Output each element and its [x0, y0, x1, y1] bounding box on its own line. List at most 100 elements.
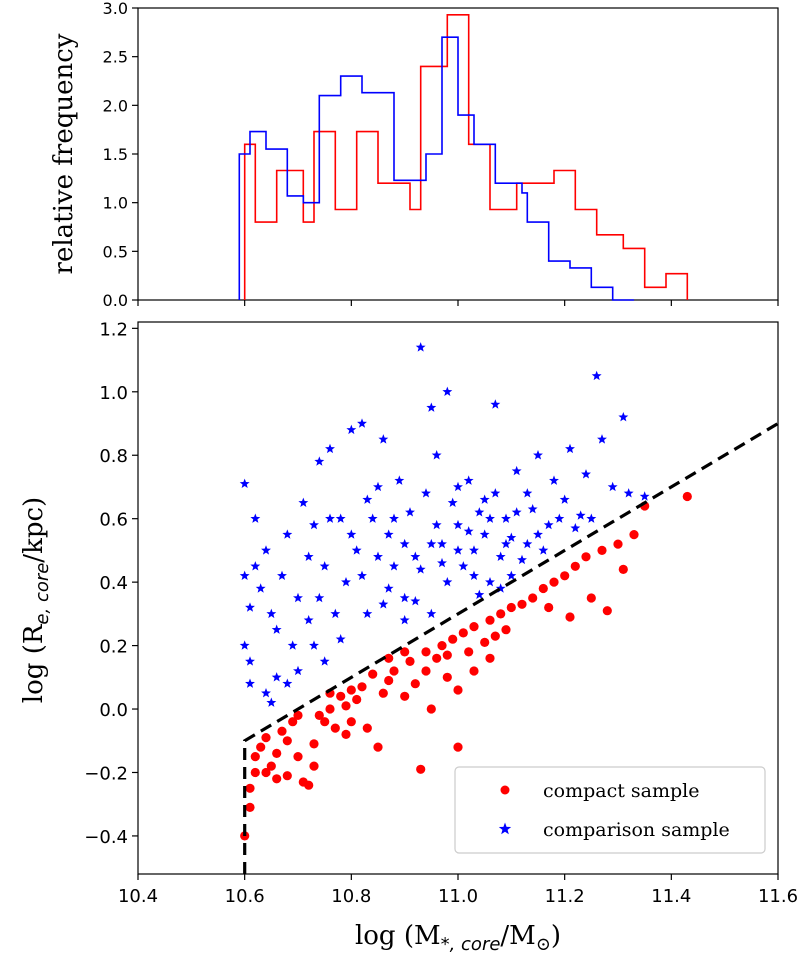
comparison-star — [245, 656, 255, 666]
comparison-star — [511, 465, 522, 476]
compact-point — [544, 602, 554, 613]
comparison-star — [399, 538, 410, 549]
comparison-star — [293, 665, 303, 676]
scatter-y-tick-label: −0.4 — [84, 827, 128, 848]
compact-point — [256, 742, 266, 752]
compact-point — [586, 593, 596, 603]
comparison-star — [325, 443, 335, 454]
histogram-y-tick-label: 1.5 — [103, 145, 128, 164]
comparison-star — [282, 529, 293, 539]
comparison-star — [495, 583, 506, 593]
comparison-star — [479, 529, 490, 539]
compact-point — [469, 666, 479, 676]
compact-point — [485, 653, 495, 663]
compact-point — [277, 726, 287, 736]
compact-point — [272, 748, 282, 759]
comparison-star — [538, 545, 549, 555]
comparison-star — [239, 640, 250, 650]
x-label-mid: /M — [500, 921, 535, 951]
comparison-star — [383, 583, 394, 593]
compact-point — [506, 602, 516, 613]
comparison-star — [490, 488, 501, 498]
comparison-star — [426, 538, 437, 549]
comparison-star — [277, 570, 287, 580]
comparison-star — [415, 564, 426, 574]
scatter-y-tick-label: 0.0 — [99, 700, 128, 721]
comparison-star — [575, 510, 586, 520]
compact-point — [432, 653, 442, 663]
histogram-y-tick-label: 2.0 — [103, 96, 128, 115]
histogram-series — [238, 14, 689, 301]
comparison-star — [570, 523, 581, 533]
comparison-star — [378, 434, 389, 444]
comparison-star — [314, 592, 325, 603]
comparison-star — [325, 513, 335, 523]
comparison-star — [522, 538, 533, 549]
scatter-x-tick-label: 11.0 — [438, 886, 478, 907]
comparison-star — [303, 615, 314, 625]
legend: compact sample comparison sample — [454, 766, 766, 854]
scatter-y-tick-label: −0.2 — [84, 763, 128, 784]
compact-point — [560, 571, 570, 581]
scatter-x-tick-label: 10.8 — [331, 886, 371, 907]
compact-point — [464, 647, 474, 657]
comparison-star — [346, 424, 357, 435]
compact-point — [272, 774, 282, 784]
comparison-star — [469, 570, 479, 580]
comparison-star — [245, 602, 255, 612]
comparison-star — [362, 494, 373, 504]
compact-point — [250, 767, 260, 778]
legend-label-compact: compact sample — [543, 780, 699, 802]
comparison-star — [405, 507, 415, 517]
comparison-star — [389, 561, 399, 571]
compact-point — [362, 723, 372, 733]
compact-point — [400, 647, 410, 657]
comparison-star — [373, 551, 383, 561]
compact-point — [346, 717, 356, 727]
comparison-star — [463, 526, 474, 536]
comparison-star — [591, 370, 602, 381]
comparison-star — [607, 481, 618, 492]
compact-point — [298, 777, 308, 787]
compact-point — [357, 682, 367, 692]
comparison-star — [266, 608, 277, 619]
comparison-star — [373, 481, 383, 492]
comparison-star — [271, 624, 282, 634]
comparison-star — [415, 342, 426, 352]
comparison-star — [261, 545, 271, 555]
histogram-x-ticks — [137, 300, 779, 306]
comparison-star — [410, 551, 421, 561]
compact-point — [288, 717, 298, 727]
comparison-star — [474, 507, 485, 517]
scatter-x-tick-label: 11.6 — [758, 886, 798, 907]
legend-label-comparison: comparison sample — [543, 819, 730, 841]
comparison-star — [287, 640, 298, 650]
comparison-star — [522, 488, 533, 498]
comparison-star — [453, 519, 463, 530]
compact-point — [346, 685, 356, 695]
compact-point — [266, 761, 276, 771]
comparison-star — [490, 399, 501, 409]
comparison-star — [309, 640, 319, 650]
compact-point — [538, 583, 548, 594]
scatter-y-tick-label: 0.8 — [99, 446, 128, 467]
comparison-star — [559, 494, 570, 504]
comparison-star — [266, 697, 277, 707]
comparison-star — [399, 592, 410, 603]
comparison-star — [335, 513, 346, 523]
compact-point — [309, 761, 319, 771]
compact-point — [405, 656, 415, 667]
compact-point — [293, 710, 303, 721]
compact-point — [426, 704, 436, 714]
scatter-x-label: log (M*, core/M⊙) — [355, 921, 561, 955]
comparison-star — [346, 529, 357, 539]
histogram-y-label: relative frequency — [49, 33, 79, 274]
histogram-y-tick-label: 2.5 — [103, 48, 128, 67]
comparison-star — [250, 513, 261, 523]
comparison-star — [511, 507, 522, 517]
comparison-star — [282, 678, 293, 688]
compact-point — [400, 691, 410, 701]
comparison-star — [586, 513, 597, 523]
comparison-star — [421, 488, 431, 498]
